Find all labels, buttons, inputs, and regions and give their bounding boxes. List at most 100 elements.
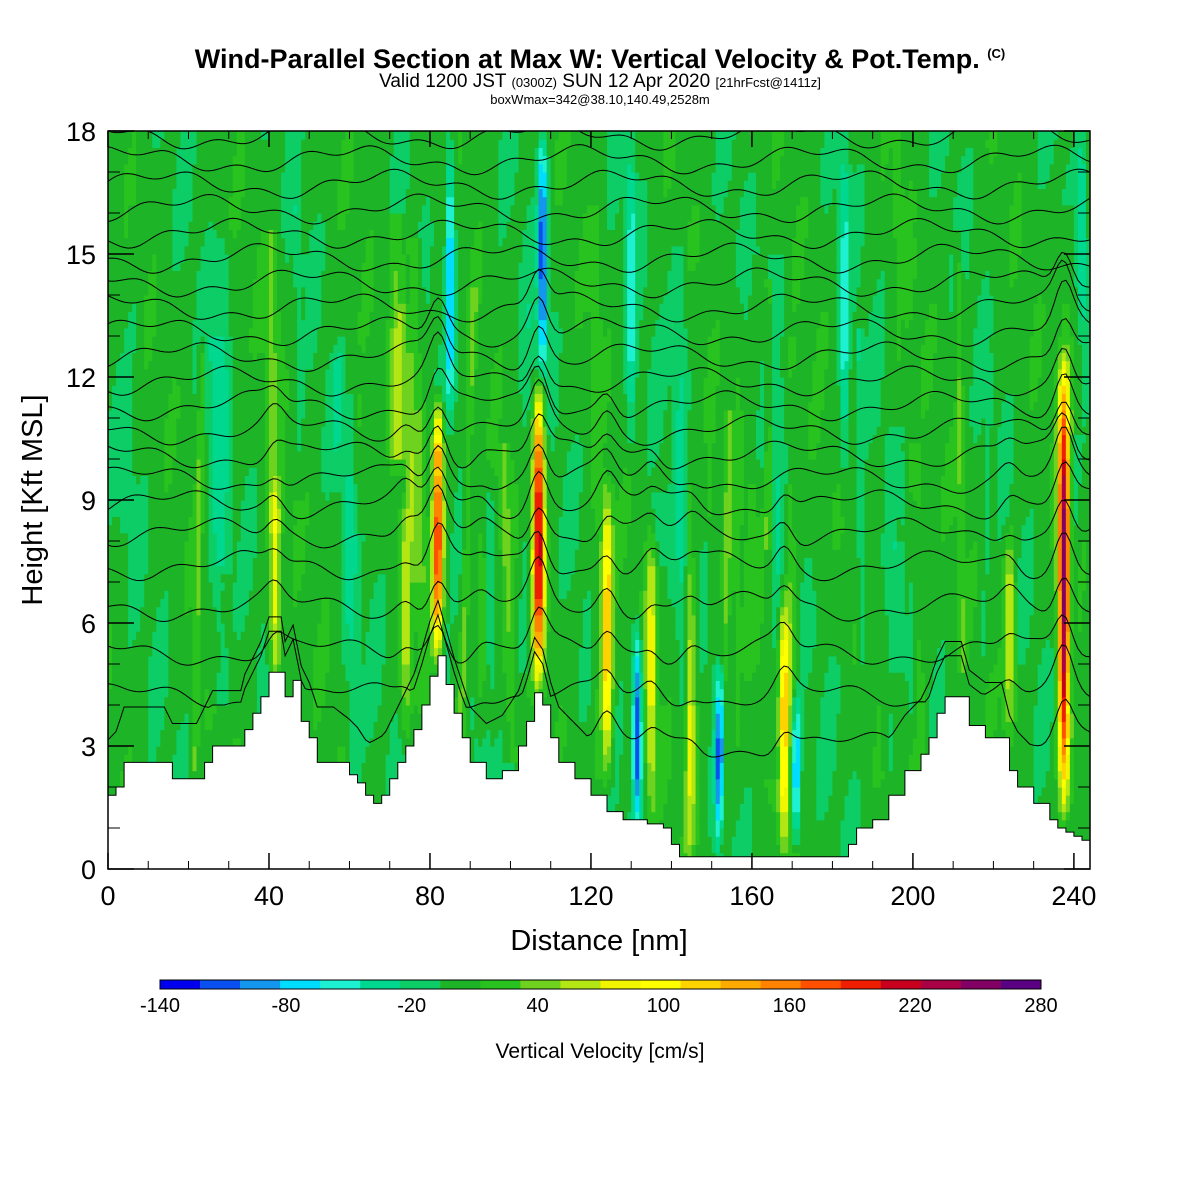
w-cell xyxy=(241,393,246,402)
w-cell xyxy=(241,205,246,214)
w-cell xyxy=(221,147,226,156)
w-cell xyxy=(168,188,173,197)
w-cell xyxy=(176,328,181,337)
w-cell xyxy=(289,279,294,288)
w-cell xyxy=(176,418,181,427)
w-cell xyxy=(257,672,262,681)
w-cell xyxy=(188,361,193,370)
w-cell xyxy=(136,557,141,566)
w-cell xyxy=(277,656,282,665)
w-cell xyxy=(116,475,121,484)
w-cell xyxy=(213,615,218,624)
w-cell xyxy=(217,393,222,402)
w-cell xyxy=(277,615,282,624)
w-cell xyxy=(128,180,133,189)
w-cell xyxy=(221,705,226,714)
w-cell xyxy=(305,443,310,452)
w-cell xyxy=(269,254,274,263)
w-cell xyxy=(193,754,198,763)
w-cell xyxy=(132,754,137,763)
w-cell xyxy=(205,639,210,648)
w-cell xyxy=(116,582,121,591)
w-cell xyxy=(172,221,177,230)
w-cell xyxy=(273,525,278,534)
w-cell xyxy=(164,467,169,476)
w-cell xyxy=(152,492,157,501)
w-cell xyxy=(124,746,129,755)
w-cell xyxy=(116,680,121,689)
w-cell xyxy=(249,689,254,698)
w-cell xyxy=(188,279,193,288)
w-cell xyxy=(313,582,318,591)
w-cell xyxy=(213,434,218,443)
w-cell xyxy=(249,705,254,714)
w-cell xyxy=(176,541,181,550)
w-cell xyxy=(120,180,125,189)
w-cell xyxy=(201,730,206,739)
w-cell xyxy=(160,188,165,197)
w-cell xyxy=(156,156,161,165)
w-cell xyxy=(152,451,157,460)
w-cell xyxy=(184,730,189,739)
w-cell xyxy=(217,574,222,583)
w-cell xyxy=(257,402,262,411)
w-cell xyxy=(309,361,314,370)
w-cell xyxy=(265,508,270,517)
w-cell xyxy=(193,516,198,525)
w-cell xyxy=(293,246,298,255)
w-cell xyxy=(136,508,141,517)
w-cell xyxy=(285,377,290,386)
w-cell xyxy=(225,664,230,673)
w-cell xyxy=(225,188,230,197)
w-cell xyxy=(156,172,161,181)
w-cell xyxy=(305,615,310,624)
w-cell xyxy=(217,738,222,747)
w-cell xyxy=(281,369,286,378)
w-cell xyxy=(180,680,185,689)
w-cell xyxy=(265,205,270,214)
w-cell xyxy=(289,656,294,665)
w-cell xyxy=(249,402,254,411)
w-cell xyxy=(148,361,153,370)
w-cell xyxy=(209,352,214,361)
w-cell xyxy=(321,516,326,525)
w-cell xyxy=(188,672,193,681)
w-cell xyxy=(297,418,302,427)
w-cell xyxy=(120,344,125,353)
w-cell xyxy=(164,180,169,189)
w-cell xyxy=(285,680,290,689)
w-cell xyxy=(245,303,250,312)
w-cell xyxy=(217,615,222,624)
w-cell xyxy=(285,164,290,173)
w-cell xyxy=(309,402,314,411)
w-cell xyxy=(233,631,238,640)
w-cell xyxy=(152,459,157,468)
w-cell xyxy=(116,697,121,706)
w-cell xyxy=(201,467,206,476)
w-cell xyxy=(245,328,250,337)
w-cell xyxy=(205,475,210,484)
w-cell xyxy=(144,459,149,468)
w-cell xyxy=(261,467,266,476)
w-cell xyxy=(269,508,274,517)
w-cell xyxy=(289,426,294,435)
w-cell xyxy=(269,213,274,222)
w-cell xyxy=(265,221,270,230)
w-cell xyxy=(213,352,218,361)
w-cell xyxy=(205,361,210,370)
w-cell xyxy=(140,164,145,173)
w-cell xyxy=(172,672,177,681)
w-cell xyxy=(116,525,121,534)
w-cell xyxy=(253,451,258,460)
w-cell xyxy=(168,557,173,566)
w-cell xyxy=(261,147,266,156)
w-cell xyxy=(128,590,133,599)
w-cell xyxy=(176,410,181,419)
w-cell xyxy=(128,713,133,722)
w-cell xyxy=(237,287,242,296)
w-cell xyxy=(309,287,314,296)
w-cell xyxy=(293,377,298,386)
w-cell xyxy=(184,697,189,706)
w-cell xyxy=(144,713,149,722)
w-cell xyxy=(261,426,266,435)
